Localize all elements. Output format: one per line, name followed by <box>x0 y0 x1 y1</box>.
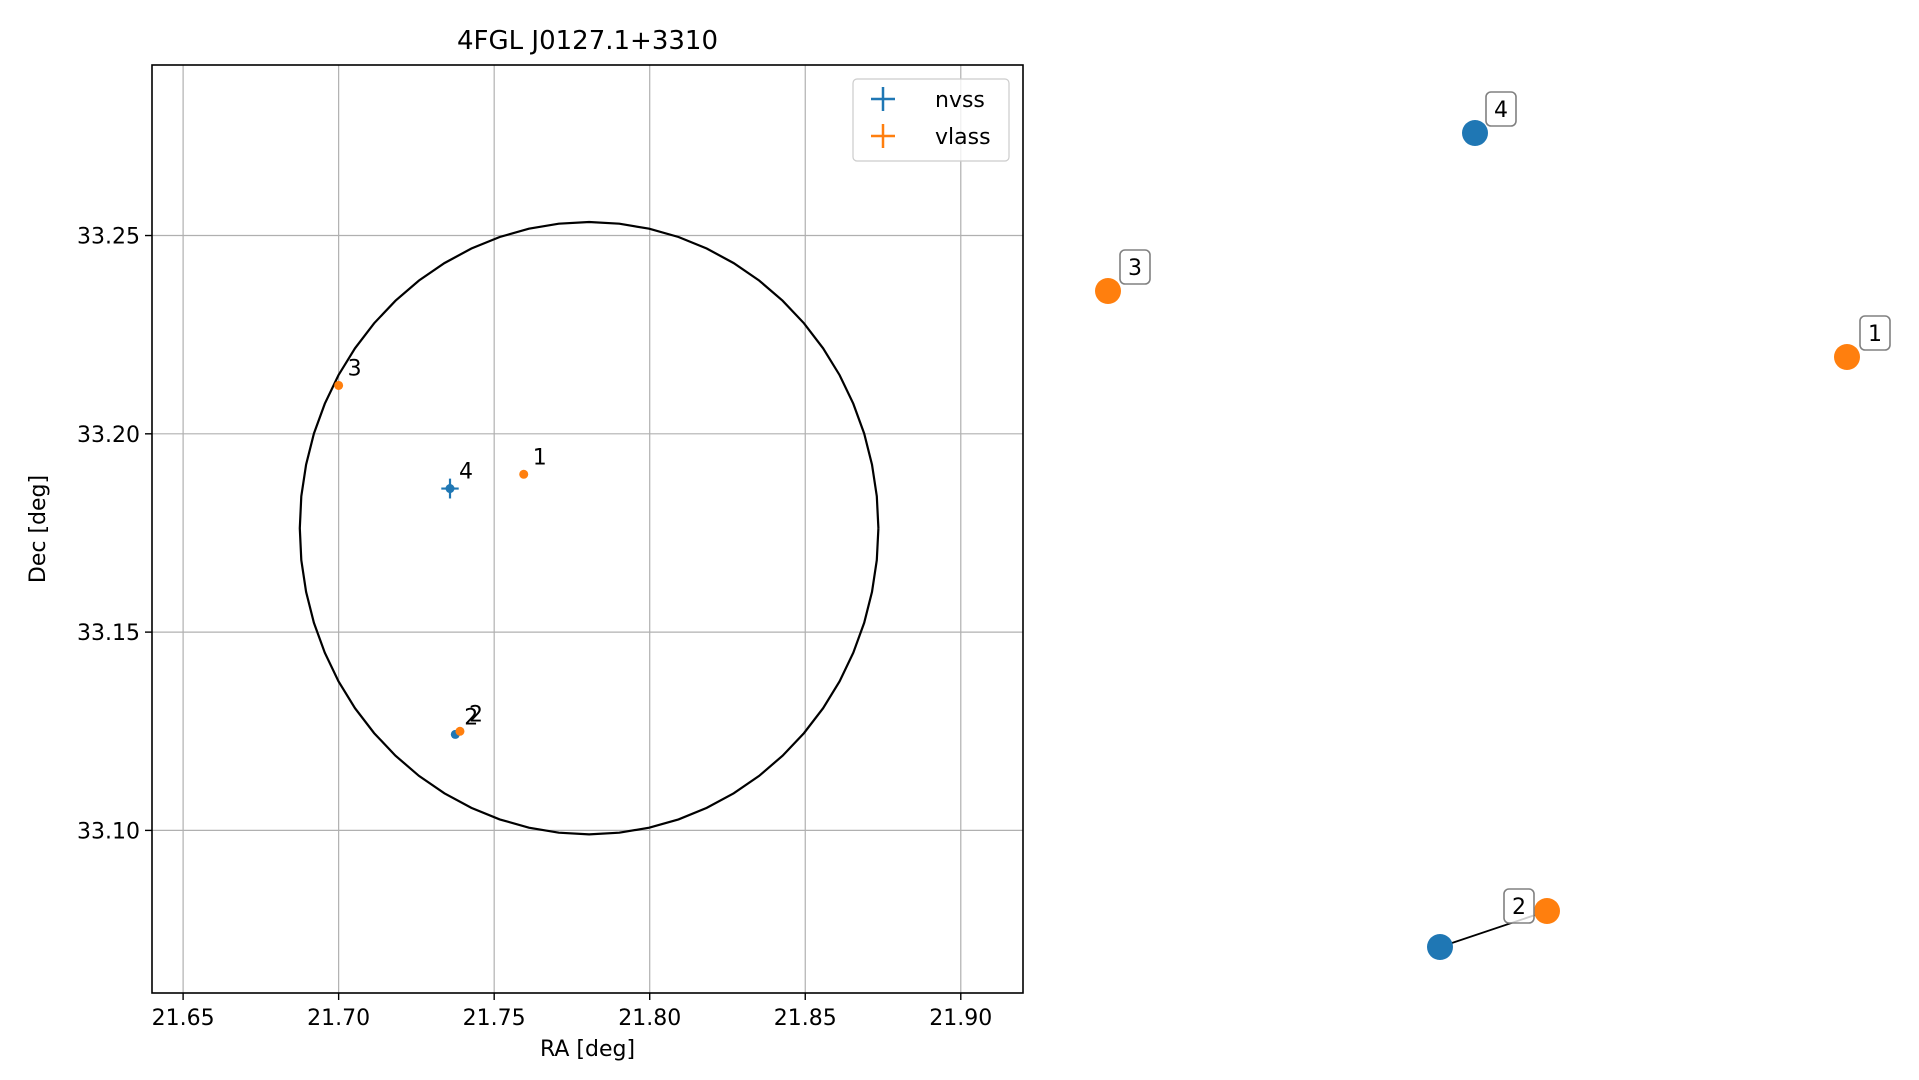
vlass-point-label: 2 <box>469 702 483 727</box>
x-tick-label: 21.75 <box>463 1006 526 1031</box>
side-label: 4 <box>1485 91 1517 127</box>
nvss-marker <box>445 484 455 494</box>
x-tick-label: 21.65 <box>152 1006 215 1031</box>
side-label-text: 2 <box>1512 895 1526 920</box>
side-vlass-marker <box>1834 344 1860 370</box>
x-tick-label: 21.90 <box>929 1006 992 1031</box>
nvss-point: 4 <box>441 460 473 499</box>
side-label-box <box>1119 249 1151 285</box>
nvss-point-label: 4 <box>459 460 473 485</box>
vlass-point-label: 3 <box>348 356 362 381</box>
vlass-point: 1 <box>519 445 547 479</box>
nvss-point: 2 <box>450 705 478 739</box>
ticks-layer: 21.65 21.70 21.75 21.80 21.85 21.90 33.10 33.15… <box>77 225 992 1031</box>
vlass-marker <box>519 469 529 479</box>
side-label-box <box>1859 315 1891 351</box>
localization-ellipse <box>298 220 880 836</box>
legend-label: vlass <box>935 125 991 150</box>
side-vlass-marker <box>1095 278 1121 304</box>
side-label-box <box>1503 888 1535 924</box>
grid <box>152 65 1023 993</box>
legend-entry-vlass: vlass <box>871 124 991 150</box>
x-tick-label: 21.85 <box>774 1006 837 1031</box>
side-label-text: 3 <box>1128 256 1142 281</box>
side-label: 2 <box>1503 888 1535 924</box>
side-label-text: 4 <box>1494 98 1508 123</box>
y-tick-label: 33.10 <box>77 819 140 844</box>
legend-label: nvss <box>935 88 985 113</box>
legend-items: nvss vlass <box>871 87 991 150</box>
side-label-text: 1 <box>1868 322 1882 347</box>
side-label-box <box>1485 91 1517 127</box>
vlass-point: 2 <box>455 702 483 736</box>
y-tick-label: 33.25 <box>77 225 140 250</box>
side-vlass-marker <box>1534 898 1560 924</box>
legend-entry-nvss: nvss <box>871 87 985 113</box>
vlass-marker <box>455 726 465 736</box>
side-nvss-marker <box>1462 120 1488 146</box>
side-nvss-marker <box>1427 934 1453 960</box>
y-tick-label: 33.15 <box>77 621 140 646</box>
ellipse-layer <box>298 220 880 836</box>
vlass-point: 3 <box>334 356 362 390</box>
x-axis-label: RA [deg] <box>540 1037 635 1062</box>
main-axes: 4 2 1 3 2 21.65 21.70 21.75 21.80 21.85 21.90 33.1… <box>26 26 1024 1062</box>
points-layer: 4 2 1 3 2 <box>334 356 547 739</box>
y-axis-label: Dec [deg] <box>26 475 51 583</box>
vlass-point-label: 1 <box>533 445 547 470</box>
side-label: 1 <box>1859 315 1891 351</box>
plot-frame <box>151 64 1024 994</box>
y-tick-label: 33.20 <box>77 423 140 448</box>
x-tick-label: 21.80 <box>618 1006 681 1031</box>
side-label: 3 <box>1119 249 1151 285</box>
chart-title: 4FGL J0127.1+3310 <box>457 26 718 56</box>
x-tick-label: 21.70 <box>307 1006 370 1031</box>
legend: nvss vlass <box>852 78 1010 162</box>
vlass-marker <box>334 380 344 390</box>
side-panel: 4 3 1 2 <box>1095 91 1891 960</box>
nvss-point-label: 2 <box>464 705 478 730</box>
